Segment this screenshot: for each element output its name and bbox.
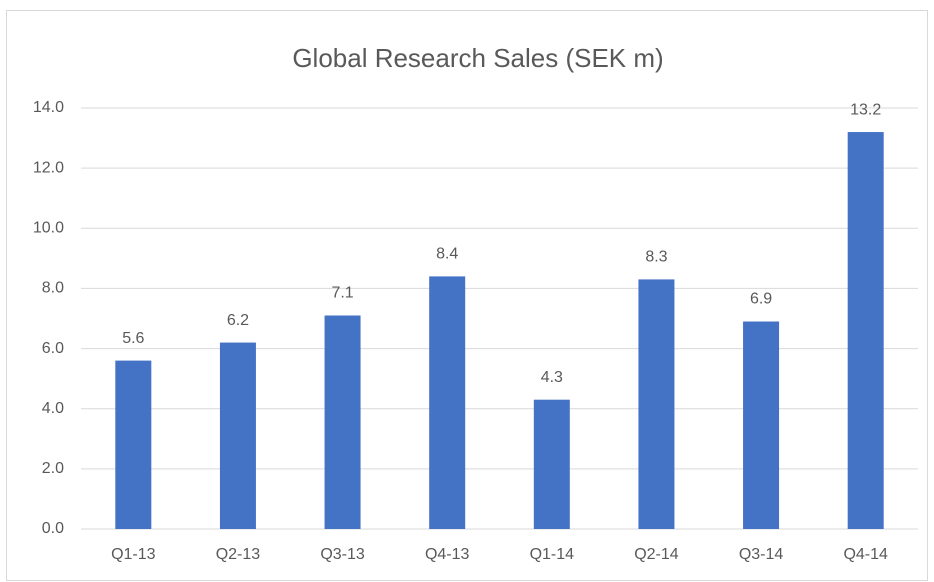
data-label: 6.2 bbox=[227, 312, 249, 329]
y-tick-label: 12.0 bbox=[33, 159, 64, 176]
y-tick-label: 10.0 bbox=[33, 220, 64, 237]
bar bbox=[743, 321, 780, 529]
y-tick-label: 0.0 bbox=[42, 520, 64, 537]
bar bbox=[219, 342, 256, 529]
bar bbox=[638, 279, 675, 529]
chart-title: Global Research Sales (SEK m) bbox=[292, 43, 663, 73]
data-label: 8.3 bbox=[645, 249, 667, 266]
bar bbox=[429, 276, 466, 529]
data-label: 6.9 bbox=[750, 291, 772, 308]
y-tick-label: 4.0 bbox=[42, 400, 64, 417]
bar bbox=[533, 399, 570, 529]
data-label: 5.6 bbox=[122, 330, 144, 347]
y-tick-label: 14.0 bbox=[33, 99, 64, 116]
x-tick-label: Q3-13 bbox=[320, 546, 365, 563]
data-label: 13.2 bbox=[850, 101, 881, 118]
bar bbox=[847, 132, 884, 530]
x-tick-label: Q1-13 bbox=[111, 546, 156, 563]
x-tick-label: Q3-14 bbox=[739, 546, 784, 563]
y-tick-label: 2.0 bbox=[42, 460, 64, 477]
y-tick-label: 8.0 bbox=[42, 280, 64, 297]
data-label: 8.4 bbox=[436, 246, 458, 263]
x-tick-label: Q2-14 bbox=[634, 546, 679, 563]
x-tick-label: Q2-13 bbox=[216, 546, 261, 563]
y-tick-label: 6.0 bbox=[42, 340, 64, 357]
bar bbox=[115, 360, 152, 529]
data-label: 4.3 bbox=[541, 369, 563, 386]
x-tick-label: Q4-13 bbox=[425, 546, 470, 563]
x-tick-label: Q1-14 bbox=[530, 546, 575, 563]
x-tick-label: Q4-14 bbox=[843, 546, 888, 563]
bar bbox=[324, 315, 361, 529]
data-label: 7.1 bbox=[331, 285, 353, 302]
